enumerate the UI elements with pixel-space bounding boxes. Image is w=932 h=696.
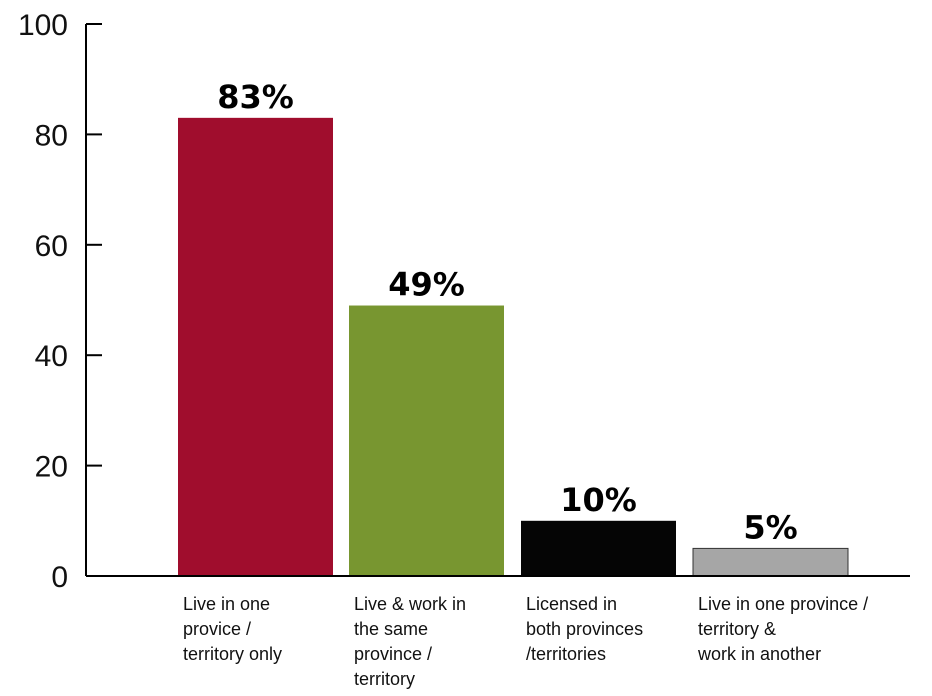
y-tick-label: 60 bbox=[35, 230, 68, 263]
bar-value-label: 10% bbox=[560, 481, 637, 519]
y-axis: 0 20 40 60 80 100 bbox=[18, 9, 102, 594]
bar bbox=[521, 520, 676, 576]
bar-value-label: 49% bbox=[388, 266, 465, 304]
bar-value-label: 83% bbox=[217, 78, 294, 116]
x-category-label: Live in one province / territory & work in… bbox=[697, 594, 868, 664]
y-tick-label: 100 bbox=[18, 9, 68, 42]
x-category-label: Licensed in both provinces/territories bbox=[526, 594, 643, 664]
bar bbox=[692, 547, 849, 577]
x-category-label: Live in one provice / territory only bbox=[183, 594, 282, 664]
x-category-label: Live & work in the same province / territor… bbox=[354, 594, 466, 689]
x-axis-labels: Live in one provice / territory only Live &… bbox=[183, 594, 868, 689]
bars bbox=[178, 117, 849, 577]
bar bbox=[178, 117, 333, 576]
y-tick-label: 0 bbox=[51, 561, 68, 594]
bar bbox=[349, 305, 504, 576]
y-tick-label: 40 bbox=[35, 340, 68, 373]
data-labels: 83% 49% 10% 5% bbox=[217, 78, 797, 547]
y-tick-label: 80 bbox=[35, 119, 68, 152]
y-tick-label: 20 bbox=[35, 451, 68, 484]
bar-value-label: 5% bbox=[743, 508, 797, 546]
